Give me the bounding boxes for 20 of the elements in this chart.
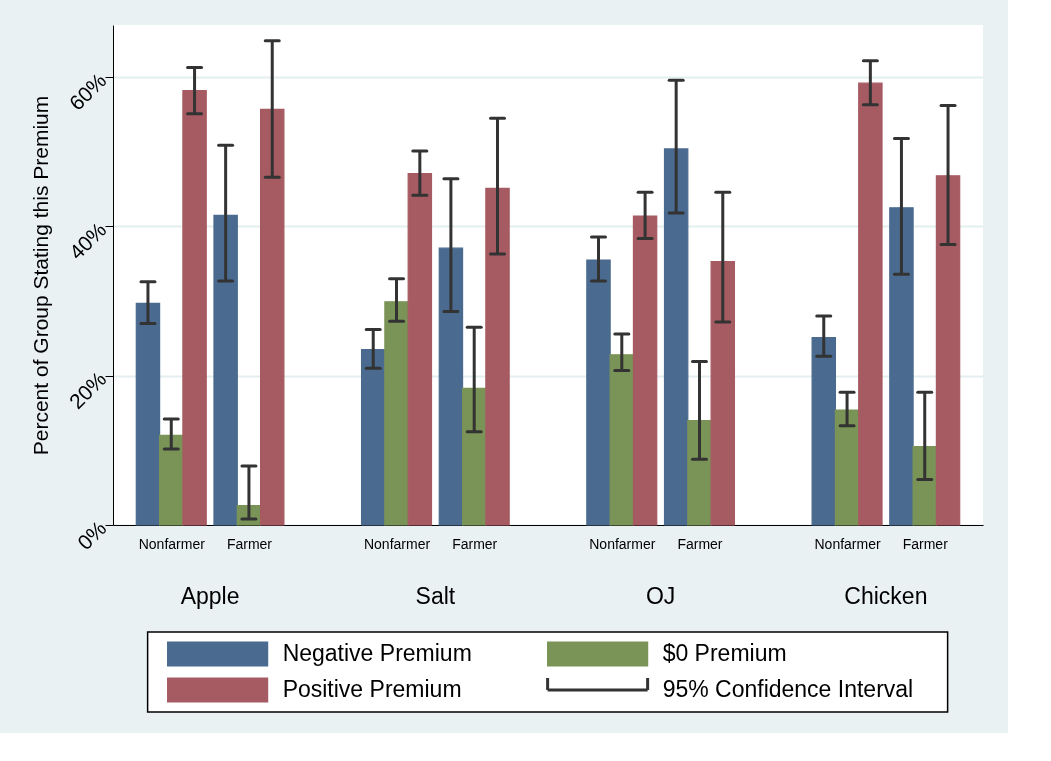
y-tick-label: 40%	[64, 217, 111, 264]
y-axis-title: Percent of Group Stating this Premium	[29, 95, 52, 456]
text: OJ	[645, 583, 676, 609]
legend-label: $0 Premium	[662, 640, 787, 666]
legend-label: Negative Premium	[282, 640, 472, 666]
x-tick-label: Farmer	[452, 535, 498, 552]
x-tick-label: Farmer	[226, 535, 273, 552]
y-tick-label: 60%	[64, 68, 111, 115]
x-tick-label: Farmer	[902, 535, 949, 552]
x-tick-label: Farmer	[677, 535, 723, 552]
x-tick-label: Nonfarmer	[814, 535, 881, 552]
text: Chicken	[844, 583, 928, 609]
legend-label: Positive Premium	[282, 676, 462, 702]
y-tick-label: 0%	[72, 516, 111, 555]
x-tick-label: Nonfarmer	[589, 535, 656, 552]
text: Apple	[180, 583, 240, 609]
text: Salt	[415, 583, 456, 609]
x-tick-label: Nonfarmer	[363, 535, 431, 552]
text: 95% Confidence Interval	[662, 676, 914, 702]
x-tick-label: Nonfarmer	[138, 535, 206, 552]
